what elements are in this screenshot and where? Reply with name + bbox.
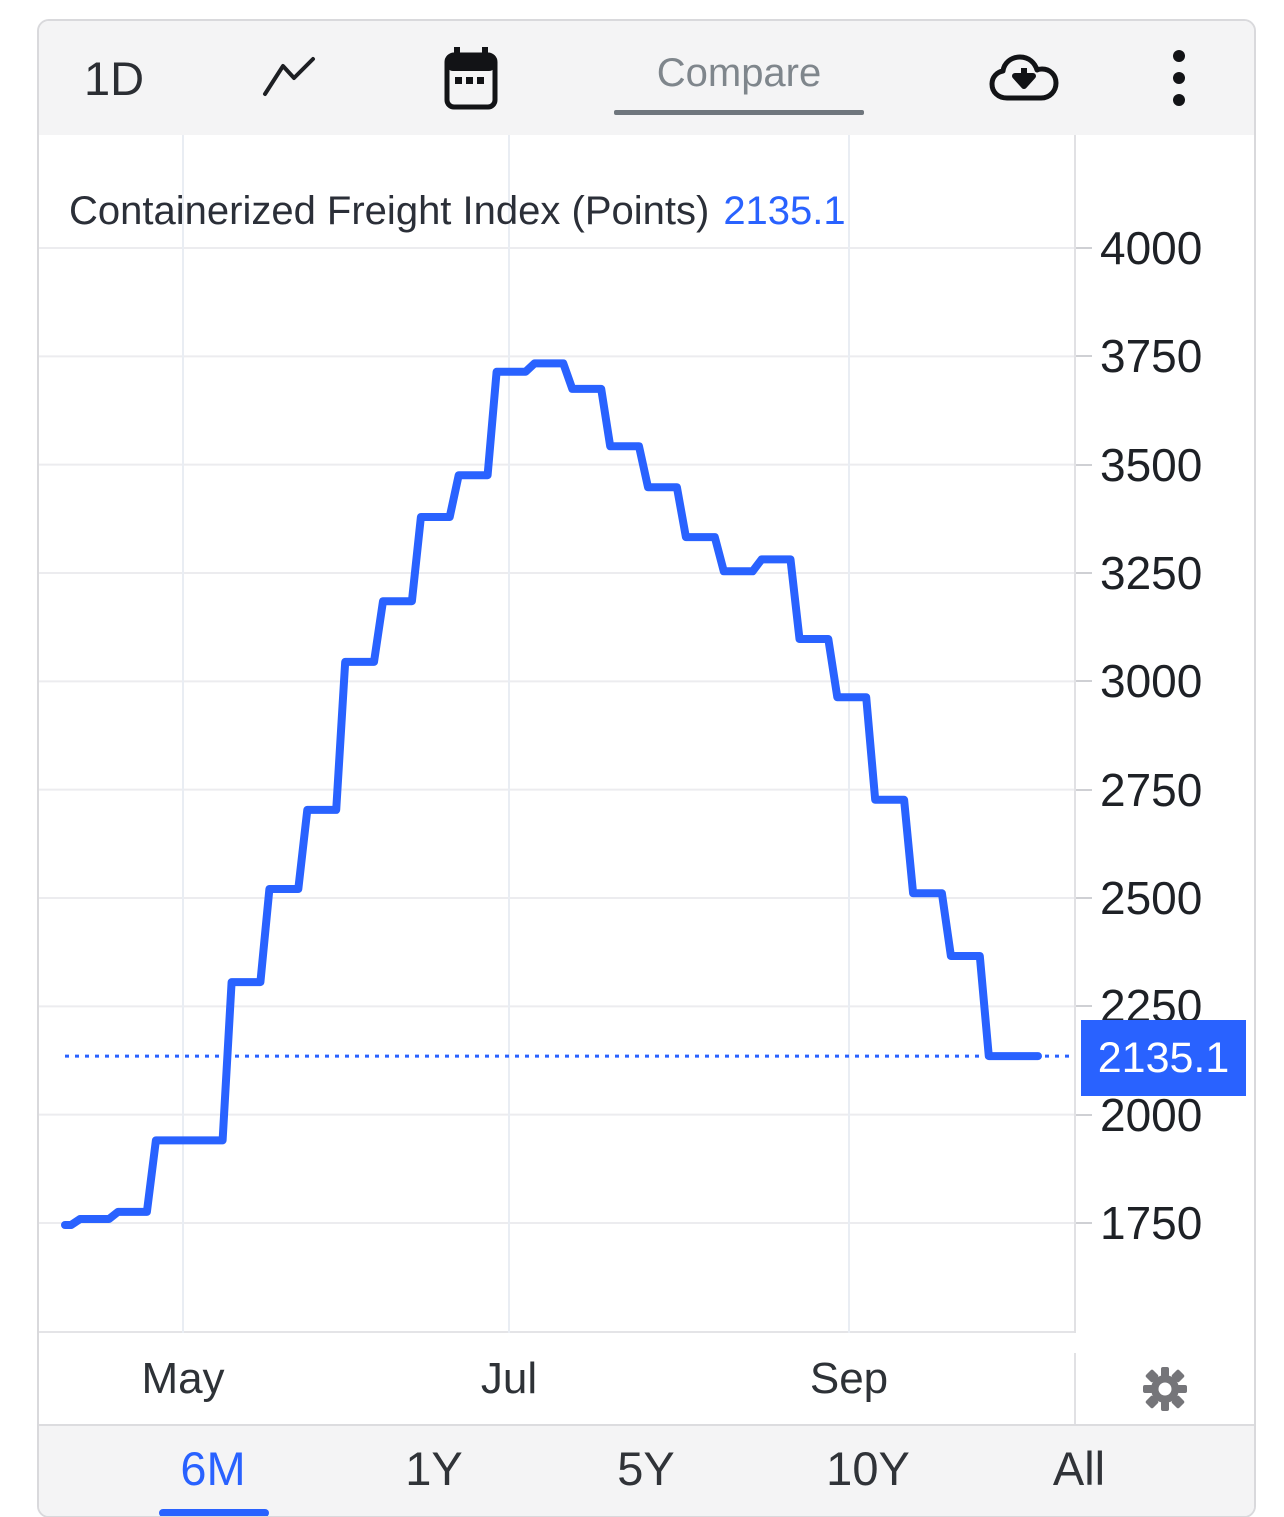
calendar-icon — [444, 47, 498, 110]
y-axis-tick-mark — [1076, 896, 1092, 899]
y-axis-tick-label: 3250 — [1100, 546, 1203, 599]
interval-label: 1D — [83, 51, 145, 105]
compare-button[interactable]: Compare — [584, 21, 894, 135]
y-axis-tick-mark — [1076, 680, 1092, 683]
y-axis-tick-mark — [1076, 1005, 1092, 1008]
x-axis-month-label: Jul — [480, 1353, 538, 1403]
y-axis-tick-mark — [1076, 1221, 1092, 1224]
compare-underline — [614, 110, 864, 115]
plot-canvas[interactable] — [39, 135, 1074, 1333]
download-button[interactable] — [959, 21, 1089, 135]
y-axis-tick-mark — [1076, 571, 1092, 574]
current-price-text: 2135.1 — [1097, 1033, 1230, 1082]
y-axis-tick-label: 3000 — [1100, 655, 1203, 708]
kebab-menu-icon — [1173, 50, 1185, 106]
range-button-5y[interactable]: 5Y — [617, 1442, 675, 1495]
calendar-button[interactable] — [421, 21, 521, 135]
chart-toolbar: 1D Compare — [39, 21, 1254, 137]
y-axis-tick-mark — [1076, 463, 1092, 466]
time-axis[interactable]: May Jul Sep — [39, 1333, 1074, 1424]
compare-label: Compare — [656, 51, 822, 95]
y-axis-tick-label: 4000 — [1100, 222, 1203, 274]
time-axis-row: May Jul Sep — [39, 1333, 1254, 1424]
series-legend: Containerized Freight Index (Points) 2135… — [69, 189, 846, 234]
y-axis-tick-label: 3500 — [1100, 438, 1203, 491]
series-title: Containerized Freight Index (Points) — [69, 189, 710, 233]
range-selector-bar: 6M 1Y 5Y 10Y All — [39, 1424, 1254, 1516]
y-axis-tick-mark — [1076, 1113, 1092, 1116]
y-axis-tick-label: 2750 — [1100, 763, 1203, 816]
interval-button[interactable]: 1D — [69, 21, 159, 135]
gear-icon — [1143, 1366, 1187, 1411]
y-axis-tick-mark — [1076, 788, 1092, 791]
chart-card: 1D Compare — [37, 19, 1256, 1517]
y-axis-tick-mark — [1076, 355, 1092, 358]
range-button-1y[interactable]: 1Y — [405, 1442, 463, 1495]
range-button-10y[interactable]: 10Y — [826, 1442, 910, 1495]
range-button-6m[interactable]: 6M — [180, 1442, 246, 1495]
series-current-value: 2135.1 — [723, 189, 846, 233]
y-axis-tick-label: 2500 — [1100, 871, 1203, 924]
price-scale-axis[interactable]: 4000 3750 3500 3250 3000 2750 2500 2250 2000 1750 — [1074, 135, 1254, 1426]
range-button-all[interactable]: All — [1052, 1442, 1106, 1495]
x-axis-month-label: Sep — [809, 1353, 889, 1403]
x-axis-month-label: May — [141, 1353, 225, 1403]
y-axis-tick-label: 2000 — [1100, 1088, 1203, 1141]
cloud-download-icon — [989, 54, 1059, 101]
line-chart-icon — [263, 57, 315, 96]
current-price-label: 2135.1 — [1081, 1020, 1246, 1096]
chart-type-button[interactable] — [239, 21, 339, 135]
settings-button[interactable] — [1074, 1353, 1254, 1424]
y-axis-tick-mark — [1076, 247, 1092, 249]
active-range-indicator — [159, 1509, 269, 1516]
price-line-series — [61, 359, 1042, 1229]
more-menu-button[interactable] — [1134, 21, 1224, 135]
chart-area: Containerized Freight Index (Points) 2135… — [39, 135, 1254, 1426]
y-axis-tick-label: 3750 — [1100, 330, 1203, 383]
y-axis-tick-label: 1750 — [1100, 1196, 1203, 1249]
